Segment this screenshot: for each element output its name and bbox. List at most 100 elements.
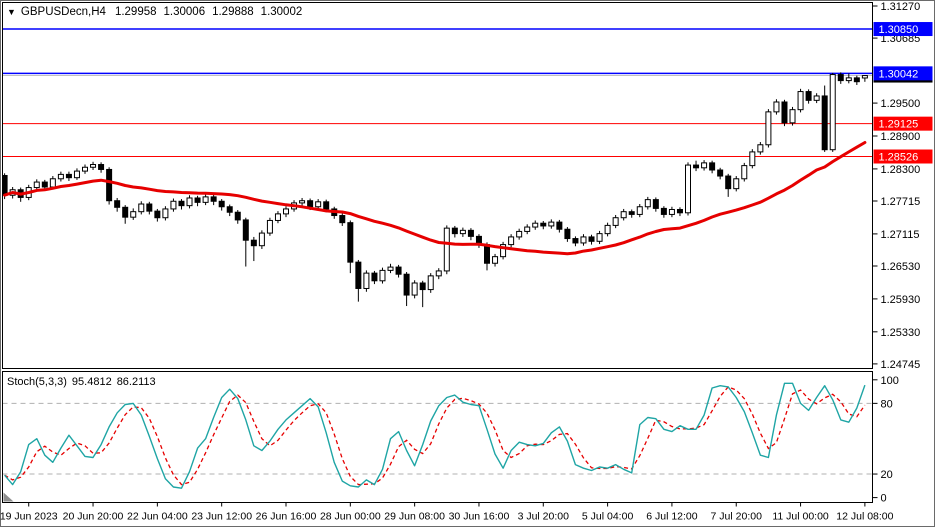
candlestick: [540, 221, 547, 230]
price-axis-label: 1.25330: [881, 327, 921, 339]
quick-navigation-triangle[interactable]: [3, 492, 14, 502]
candlestick: [500, 241, 507, 260]
ohlc-title: ▼ GBPUSDecn,H4 1.29958 1.30006 1.29888 1.3000…: [7, 6, 309, 18]
indicator-k-value: 95.4812: [71, 376, 112, 388]
candlestick: [403, 272, 410, 307]
time-axis-label: 12 Jul 08:00: [836, 511, 893, 523]
stoch-axis-label: 0: [881, 493, 887, 505]
candlestick: [234, 210, 241, 224]
candlestick: [532, 220, 539, 230]
candlestick: [98, 162, 105, 173]
time-axis-label: 28 Jun 00:00: [320, 511, 381, 523]
stoch-axis-label: 100: [881, 375, 899, 387]
candlestick: [266, 217, 273, 236]
candlestick: [556, 219, 563, 233]
candlestick: [733, 176, 740, 192]
candlestick: [797, 88, 804, 113]
candlestick: [435, 268, 442, 280]
price-axis-label: 1.31270: [881, 1, 921, 13]
price-axis-label: 1.29500: [881, 98, 921, 110]
candlestick: [459, 227, 466, 237]
candlestick: [411, 280, 418, 299]
candlestick: [154, 208, 161, 222]
candlestick: [749, 149, 756, 169]
candlestick: [451, 225, 458, 238]
candlestick: [170, 198, 177, 212]
candlestick: [596, 230, 603, 245]
price-axis-label: 1.27115: [881, 229, 920, 241]
candlestick: [443, 225, 450, 275]
ohlc-high-value: 1.30006: [163, 6, 206, 18]
candlestick: [162, 206, 169, 221]
candlestick: [73, 168, 80, 180]
symbol-dropdown-icon[interactable]: ▼: [7, 7, 16, 17]
time-axis-label: 23 Jun 12:00: [191, 511, 252, 523]
candlestick: [467, 228, 474, 241]
candlestick: [178, 199, 185, 210]
candlestick: [845, 73, 852, 84]
stochastic-panel: [2, 371, 873, 503]
price-axis-label: 1.26530: [881, 261, 921, 273]
candlestick: [339, 213, 346, 226]
candlestick: [355, 259, 362, 302]
candlestick: [580, 234, 587, 246]
candlestick: [371, 270, 378, 285]
candlestick: [33, 179, 40, 191]
candlestick: [250, 236, 257, 262]
candlestick: [57, 171, 64, 182]
price-line-label-red: 1.29125: [873, 116, 933, 131]
ohlc-low-value: 1.29888: [212, 6, 254, 18]
candlestick: [524, 224, 531, 235]
candlestick: [210, 194, 217, 206]
candlestick: [90, 161, 97, 171]
price-axis-label: 1.28900: [881, 131, 921, 143]
stoch-axis: 100 80 20 0: [872, 375, 899, 505]
time-axis-label: 22 Jun 04:00: [127, 511, 188, 523]
candlestick: [258, 230, 265, 249]
indicator-d-value: 86.2113: [116, 376, 156, 388]
candlestick: [202, 194, 209, 206]
candlestick: [508, 234, 515, 248]
candlestick: [628, 209, 635, 218]
candlestick: [644, 196, 651, 210]
candlestick: [805, 89, 812, 104]
svg-text:1.30850: 1.30850: [879, 24, 919, 36]
svg-text:1.29125: 1.29125: [879, 119, 919, 131]
price-line-label-blue: 1.30042: [873, 66, 933, 81]
candlestick: [218, 199, 225, 211]
candlestick: [829, 72, 836, 152]
time-axis-label: 19 Jun 2023: [0, 511, 58, 523]
candlestick: [693, 160, 700, 172]
candlestick: [548, 219, 555, 229]
stoch-k-line: [4, 382, 866, 489]
candlestick: [186, 195, 193, 209]
candlestick: [315, 199, 322, 210]
candlestick: [773, 99, 780, 115]
candlestick: [636, 204, 643, 218]
ohlc-close-value: 1.30002: [260, 6, 303, 18]
candlestick: [419, 280, 426, 308]
candlestick: [130, 208, 137, 220]
candlestick: [604, 222, 611, 237]
price-axis-label: 1.24745: [881, 359, 921, 371]
stoch-axis-label: 20: [881, 469, 893, 481]
time-axis-label: 7 Jul 20:00: [711, 511, 763, 523]
time-axis-label: 11 Jul 00:00: [772, 511, 829, 523]
price-axis-label: 1.25930: [881, 294, 921, 306]
ohlc-open-value: 1.29958: [114, 6, 157, 18]
candlestick: [427, 273, 434, 293]
candlestick: [717, 167, 724, 180]
indicator-label: Stoch(5,3,3) 95.4812 86.2113: [7, 376, 161, 388]
candlestick: [781, 99, 788, 127]
price-line-label-red: 1.28526: [873, 149, 933, 164]
candlestick: [837, 72, 844, 84]
candlestick: [861, 75, 868, 82]
candlestick: [789, 106, 796, 126]
candlestick: [676, 207, 683, 217]
price-axis-label: 1.27715: [881, 196, 921, 208]
price-axis-label: 1.30685: [881, 33, 921, 45]
candlestick: [564, 227, 571, 242]
candlestick: [379, 267, 386, 284]
